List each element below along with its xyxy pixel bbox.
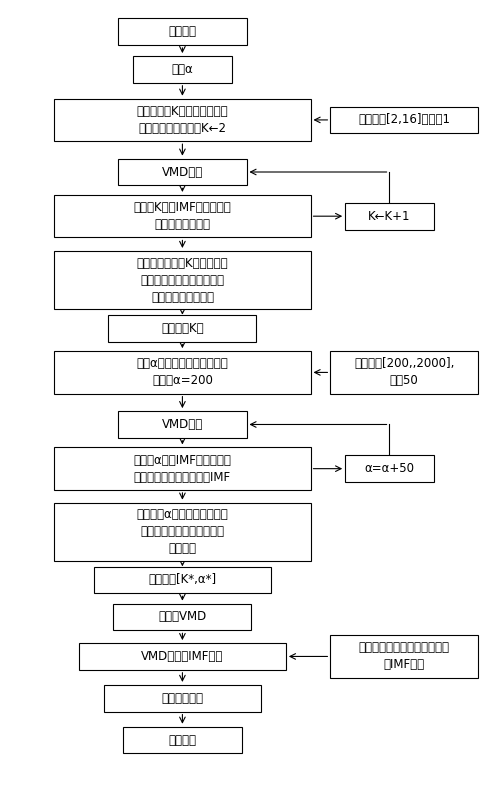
Text: 比较各个α值的条件下的信息
熵最小值，从其中取得信息
熵最小值: 比较各个α值的条件下的信息 熵最小值，从其中取得信息 熵最小值 xyxy=(137,508,228,555)
FancyBboxPatch shape xyxy=(54,351,311,394)
FancyBboxPatch shape xyxy=(345,203,434,230)
FancyBboxPatch shape xyxy=(330,635,478,678)
FancyBboxPatch shape xyxy=(345,455,434,482)
Text: 设定模态数K搜索范围及搜索
步长，初始化模态数K←2: 设定模态数K搜索范围及搜索 步长，初始化模态数K←2 xyxy=(137,105,228,135)
FancyBboxPatch shape xyxy=(118,411,246,438)
FancyBboxPatch shape xyxy=(79,643,286,670)
Text: 计算此K下各IMF信息熵值，
搜索信息熵最小值: 计算此K下各IMF信息熵值， 搜索信息熵最小值 xyxy=(134,201,231,231)
Text: 确定模态K值: 确定模态K值 xyxy=(161,322,204,335)
Text: 给定α: 给定α xyxy=(172,63,193,76)
Text: 包络解调分析: 包络解调分析 xyxy=(161,692,204,705)
Text: 原始信号: 原始信号 xyxy=(169,25,196,38)
Text: 设定α搜索范围和搜索步长，
初始化α=200: 设定α搜索范围和搜索步长， 初始化α=200 xyxy=(137,357,228,387)
FancyBboxPatch shape xyxy=(54,503,311,561)
Text: 计算此α下各IMF信息熵值，
搜索信息熵最小值及所在IMF: 计算此α下各IMF信息熵值， 搜索信息熵最小值及所在IMF xyxy=(134,454,231,484)
FancyBboxPatch shape xyxy=(118,159,246,185)
FancyBboxPatch shape xyxy=(118,18,246,45)
FancyBboxPatch shape xyxy=(330,351,478,394)
FancyBboxPatch shape xyxy=(133,56,232,83)
Text: 结果分析: 结果分析 xyxy=(169,734,196,746)
FancyBboxPatch shape xyxy=(54,251,311,309)
Text: 搜索范围[200,,2000],
步长50: 搜索范围[200,,2000], 步长50 xyxy=(354,357,455,387)
FancyBboxPatch shape xyxy=(54,447,311,490)
Text: VMD分解: VMD分解 xyxy=(162,166,203,178)
Text: 比较各个模态数K的条件下的
信息熵最小值，从其中取得
最小的信息熵最小值: 比较各个模态数K的条件下的 信息熵最小值，从其中取得 最小的信息熵最小值 xyxy=(137,256,228,304)
FancyBboxPatch shape xyxy=(54,99,311,141)
Text: 选取参数优化中信息熵值最小
的IMF分量: 选取参数优化中信息熵值最小 的IMF分量 xyxy=(359,641,450,671)
FancyBboxPatch shape xyxy=(113,604,251,630)
FancyBboxPatch shape xyxy=(330,107,478,133)
FancyBboxPatch shape xyxy=(54,195,311,237)
Text: 搜索范围[2,16]，步长1: 搜索范围[2,16]，步长1 xyxy=(358,114,450,126)
FancyBboxPatch shape xyxy=(104,685,261,712)
Text: 优化的VMD: 优化的VMD xyxy=(158,611,207,623)
FancyBboxPatch shape xyxy=(123,727,242,753)
Text: α=α+50: α=α+50 xyxy=(364,462,415,475)
Text: 确定最优[K*,α*]: 确定最优[K*,α*] xyxy=(148,574,216,586)
FancyBboxPatch shape xyxy=(108,315,256,342)
Text: K←K+1: K←K+1 xyxy=(368,210,411,222)
Text: VMD分解: VMD分解 xyxy=(162,418,203,431)
Text: VMD的敏感IMF选取: VMD的敏感IMF选取 xyxy=(141,650,224,663)
FancyBboxPatch shape xyxy=(94,567,271,593)
